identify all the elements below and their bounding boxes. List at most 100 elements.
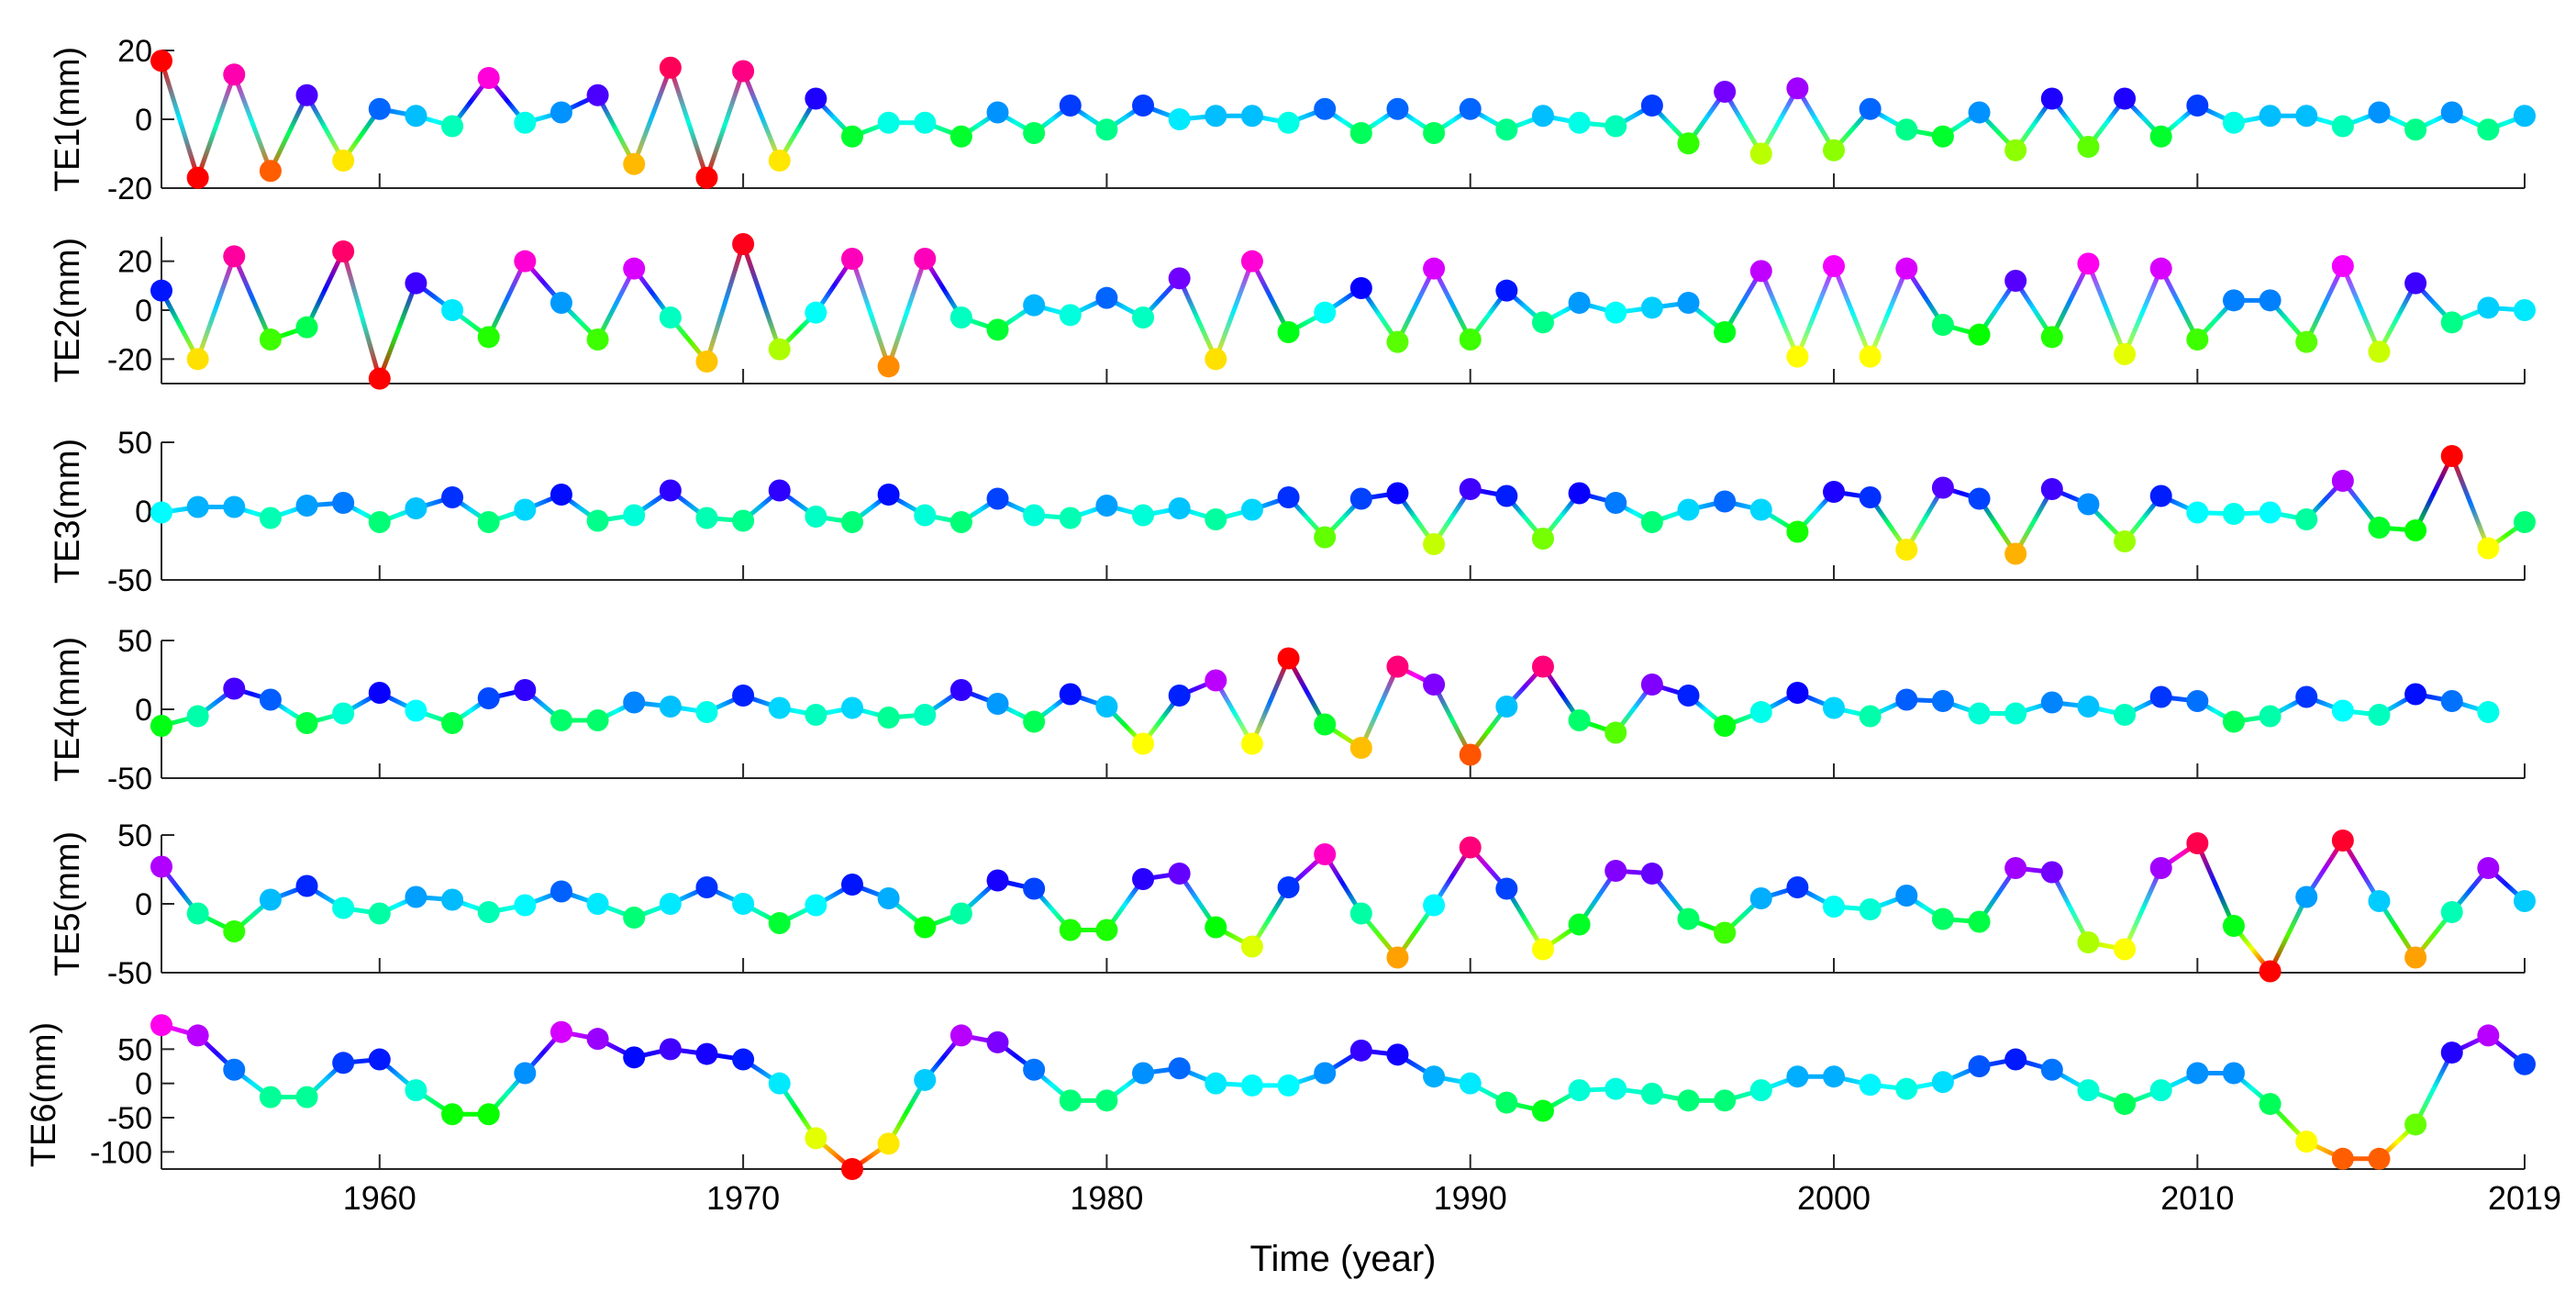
panel-te4-ytick-label: 0 xyxy=(135,693,152,728)
panel-te6-segment xyxy=(2413,1050,2455,1127)
panel-te1-point-1993 xyxy=(1568,111,1591,134)
panel-te6-point-1981 xyxy=(1132,1062,1155,1085)
panel-te1-point-2018 xyxy=(2477,118,2500,141)
panel-te3-point-1992 xyxy=(1531,528,1554,550)
panel-te1-point-2008 xyxy=(2114,87,2137,110)
panel-te6-point-2011 xyxy=(2222,1062,2245,1085)
panel-te5-point-1989 xyxy=(1423,894,1446,917)
panel-te2-segment xyxy=(704,241,746,364)
panel-te3-point-2013 xyxy=(2295,508,2318,530)
panel-te1-point-2017 xyxy=(2440,101,2463,124)
panel-te2-point-1970 xyxy=(732,233,755,255)
panel-te2-point-1968 xyxy=(659,306,682,329)
panel-te6-point-2008 xyxy=(2114,1093,2137,1116)
panel-te2-segment xyxy=(2376,281,2418,354)
panel-te6-point-1991 xyxy=(1495,1091,1518,1114)
panel-te4-point-2003 xyxy=(1931,690,1954,712)
panel-te1-point-1955 xyxy=(186,166,209,189)
panel-te2-ylabel: TE2(mm) xyxy=(49,238,87,383)
panel-te6-point-1992 xyxy=(1531,1099,1554,1122)
panel-te2-segment xyxy=(377,281,418,382)
panel-te6-point-1956 xyxy=(223,1058,246,1081)
panel-te6-point-1974 xyxy=(877,1132,900,1155)
panel-te4-point-1995 xyxy=(1640,674,1663,696)
panel-te5-y-ticks: -50 0 50 xyxy=(107,819,174,991)
panel-te2-segment xyxy=(849,256,892,369)
panel-te4-point-2001 xyxy=(1859,705,1882,728)
panel-te6-point-2001 xyxy=(1859,1074,1882,1097)
panel-te4-point-2004 xyxy=(1968,702,1991,725)
panel-te3-point-1972 xyxy=(805,506,827,528)
panel-te5-point-1997 xyxy=(1714,921,1737,944)
panel-te4-point-1963 xyxy=(477,687,500,709)
panel-te5-point-2001 xyxy=(1859,898,1882,920)
panel-te5-point-2002 xyxy=(1895,885,1918,907)
panel-te2-point-1979 xyxy=(1059,304,1082,327)
panel-te2-point-2011 xyxy=(2222,289,2245,312)
panel-te6-point-1957 xyxy=(259,1086,282,1108)
panel-te1-point-1980 xyxy=(1095,118,1118,141)
panel-te4-segment xyxy=(1431,682,1473,757)
panel-te5-point-1986 xyxy=(1314,843,1337,865)
panel-te2-point-1962 xyxy=(441,299,464,321)
panel-te1-point-1985 xyxy=(1277,111,1300,134)
panel-te5-point-1970 xyxy=(732,893,755,915)
panel-te6-series-points xyxy=(150,1014,2536,1180)
panel-te3-point-2006 xyxy=(2040,478,2063,500)
panel-te5-point-1971 xyxy=(768,912,791,934)
panel-te1-segment xyxy=(1794,85,1837,153)
panel-te2: -20 0 20 TE2(mm) xyxy=(49,233,2536,390)
panel-te1-segment xyxy=(777,96,818,163)
panel-te6-point-1963 xyxy=(477,1103,500,1126)
panel-te4-point-1989 xyxy=(1423,674,1446,696)
panel-te3-point-1986 xyxy=(1314,526,1337,549)
panel-te1-point-2002 xyxy=(1895,118,1918,141)
panel-te3-point-1960 xyxy=(368,511,391,533)
panel-te2-point-1976 xyxy=(949,306,972,329)
panel-te3-point-1958 xyxy=(295,495,318,517)
panel-te5: -50 0 50 TE5(mm) xyxy=(49,819,2536,991)
panel-te3-point-2007 xyxy=(2077,493,2100,516)
panel-te6-point-2015 xyxy=(2368,1147,2391,1170)
panel-te4-point-1967 xyxy=(623,691,646,714)
panel-te5-point-1987 xyxy=(1349,902,1372,925)
panel-te6-ytick-label: -100 xyxy=(90,1135,152,1170)
panel-te3-point-1980 xyxy=(1095,495,1118,517)
panel-te6-point-2017 xyxy=(2440,1041,2463,1064)
panel-te4-point-2011 xyxy=(2222,710,2245,733)
panel-te2-segment xyxy=(2013,278,2055,340)
panel-te1-point-1979 xyxy=(1059,95,1082,117)
panel-te1-point-2019 xyxy=(2514,105,2536,128)
panel-te1-point-1975 xyxy=(914,111,937,134)
panel-te3-point-1967 xyxy=(623,504,646,527)
panel-te2-point-1996 xyxy=(1677,292,1700,314)
panel-te6-point-1988 xyxy=(1386,1043,1409,1066)
panel-te6-point-2018 xyxy=(2477,1024,2500,1047)
panel-te4-point-1962 xyxy=(441,712,464,734)
panel-te3-segment xyxy=(2449,453,2491,551)
panel-te1-point-1969 xyxy=(695,166,718,189)
panel-te4-point-1982 xyxy=(1168,685,1191,707)
panel-te6-point-1954 xyxy=(150,1014,172,1037)
panel-te6-point-1989 xyxy=(1423,1065,1446,1088)
panel-te5-point-1994 xyxy=(1604,860,1627,882)
panel-te3-y-ticks: -50 0 50 xyxy=(107,426,174,598)
panel-te1-point-1981 xyxy=(1132,95,1155,117)
panel-te6-point-2004 xyxy=(1968,1055,1991,1078)
panel-te5-segment xyxy=(1322,852,1364,916)
panel-te2-segment xyxy=(1722,268,1764,335)
panel-te4-point-2018 xyxy=(2477,701,2500,723)
panel-te4-point-1954 xyxy=(150,715,172,737)
panel-te6-point-1977 xyxy=(986,1030,1009,1053)
panel-te1-segment xyxy=(631,65,673,167)
panel-te1-point-1992 xyxy=(1531,105,1554,128)
panel-te5-point-1992 xyxy=(1531,938,1554,961)
panel-te6-point-1960 xyxy=(368,1048,391,1071)
panel-te2-point-2016 xyxy=(2404,272,2427,295)
panel-te1-segment xyxy=(1759,85,1800,156)
panel-te5-segment xyxy=(1431,845,1473,908)
panel-te4-point-2012 xyxy=(2259,705,2282,728)
panel-te2-point-1960 xyxy=(368,367,391,390)
panel-te5-point-1972 xyxy=(805,894,827,917)
panel-te1-point-2009 xyxy=(2149,125,2172,148)
